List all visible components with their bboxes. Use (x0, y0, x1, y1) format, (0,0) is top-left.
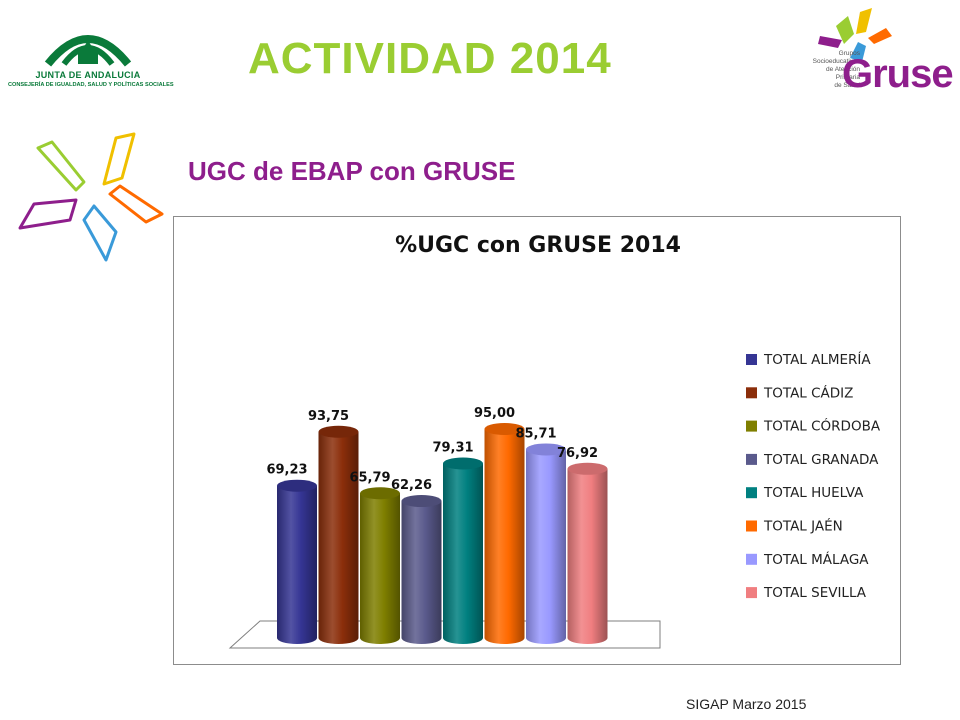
bar-body (526, 449, 566, 644)
legend-swatch (746, 387, 757, 399)
data-label: 69,23 (266, 463, 307, 478)
junta-andalucia-logo: JUNTA DE ANDALUCIA CONSEJERÍA DE IGUALDA… (8, 18, 174, 102)
data-label: 85,71 (515, 426, 556, 441)
bar-top (526, 443, 566, 456)
data-label: 95,00 (474, 406, 515, 421)
legend-swatch (746, 487, 757, 499)
gruse-logo-wordmark: Gruse (842, 52, 954, 96)
bar-top (484, 423, 525, 435)
bar-top (318, 425, 359, 438)
legend-swatch (746, 520, 757, 532)
bar-top (443, 457, 483, 470)
legend-swatch (746, 354, 757, 365)
legend-swatch (746, 420, 757, 432)
bar (526, 443, 566, 644)
bar-top (277, 479, 317, 492)
data-label: 62,26 (391, 478, 432, 493)
bar (443, 457, 483, 644)
legend-swatch (746, 453, 757, 465)
bar (318, 425, 359, 644)
page-title: ACTIVIDAD 2014 (248, 34, 612, 83)
bar (360, 487, 400, 644)
data-label: 93,75 (308, 409, 349, 424)
legend-item: TOTAL ALMERÍA (763, 351, 871, 368)
bar-body (484, 429, 525, 644)
junta-logo-line1: JUNTA DE ANDALUCIA (35, 70, 141, 80)
junta-emblem-icon (44, 35, 132, 67)
legend-item: TOTAL GRANADA (763, 452, 879, 468)
bar (484, 423, 525, 644)
bar-body (318, 431, 359, 644)
bar-top (360, 487, 400, 500)
legend-item: TOTAL MÁLAGA (763, 551, 869, 568)
bar (567, 462, 608, 644)
legend-item: TOTAL HUELVA (763, 485, 864, 501)
bar (401, 495, 442, 644)
bar-top (401, 495, 442, 508)
gruse-flower-icon (818, 8, 892, 62)
data-label: 79,31 (432, 441, 473, 456)
bar-body (443, 463, 483, 644)
gruse-logo: Grupos Socioeducativos de Atención Prima… (776, 4, 954, 108)
legend-swatch (746, 553, 757, 565)
data-label: 76,92 (557, 446, 598, 461)
data-label: 65,79 (349, 470, 390, 485)
bar-body (360, 493, 400, 644)
legend-item: TOTAL CÁDIZ (763, 384, 853, 401)
bar-body (567, 468, 608, 644)
bar (277, 479, 317, 644)
chart-title: %UGC con GRUSE 2014 (395, 233, 681, 258)
legend-swatch (746, 587, 757, 599)
legend-item: TOTAL CÓRDOBA (763, 417, 881, 435)
gruse-logo-subtitle: Grupos Socioeducativos de Atención Prima… (812, 50, 860, 89)
footer-source: SIGAP Marzo 2015 (686, 696, 807, 712)
legend-item: TOTAL JAÉN (763, 518, 843, 535)
bar-body (401, 501, 442, 644)
page-subtitle: UGC de EBAP con GRUSE (188, 156, 516, 186)
junta-logo-line2: CONSEJERÍA DE IGUALDAD, SALUD Y POLÍTICA… (8, 82, 174, 88)
bar-body (277, 485, 317, 644)
petal-decoration-icon (18, 132, 164, 262)
legend-item: TOTAL SEVILLA (763, 585, 867, 601)
bar-chart: %UGC con GRUSE 2014 69,23 93,75 65,79 62,26… (173, 216, 901, 665)
bar-top (567, 462, 608, 475)
